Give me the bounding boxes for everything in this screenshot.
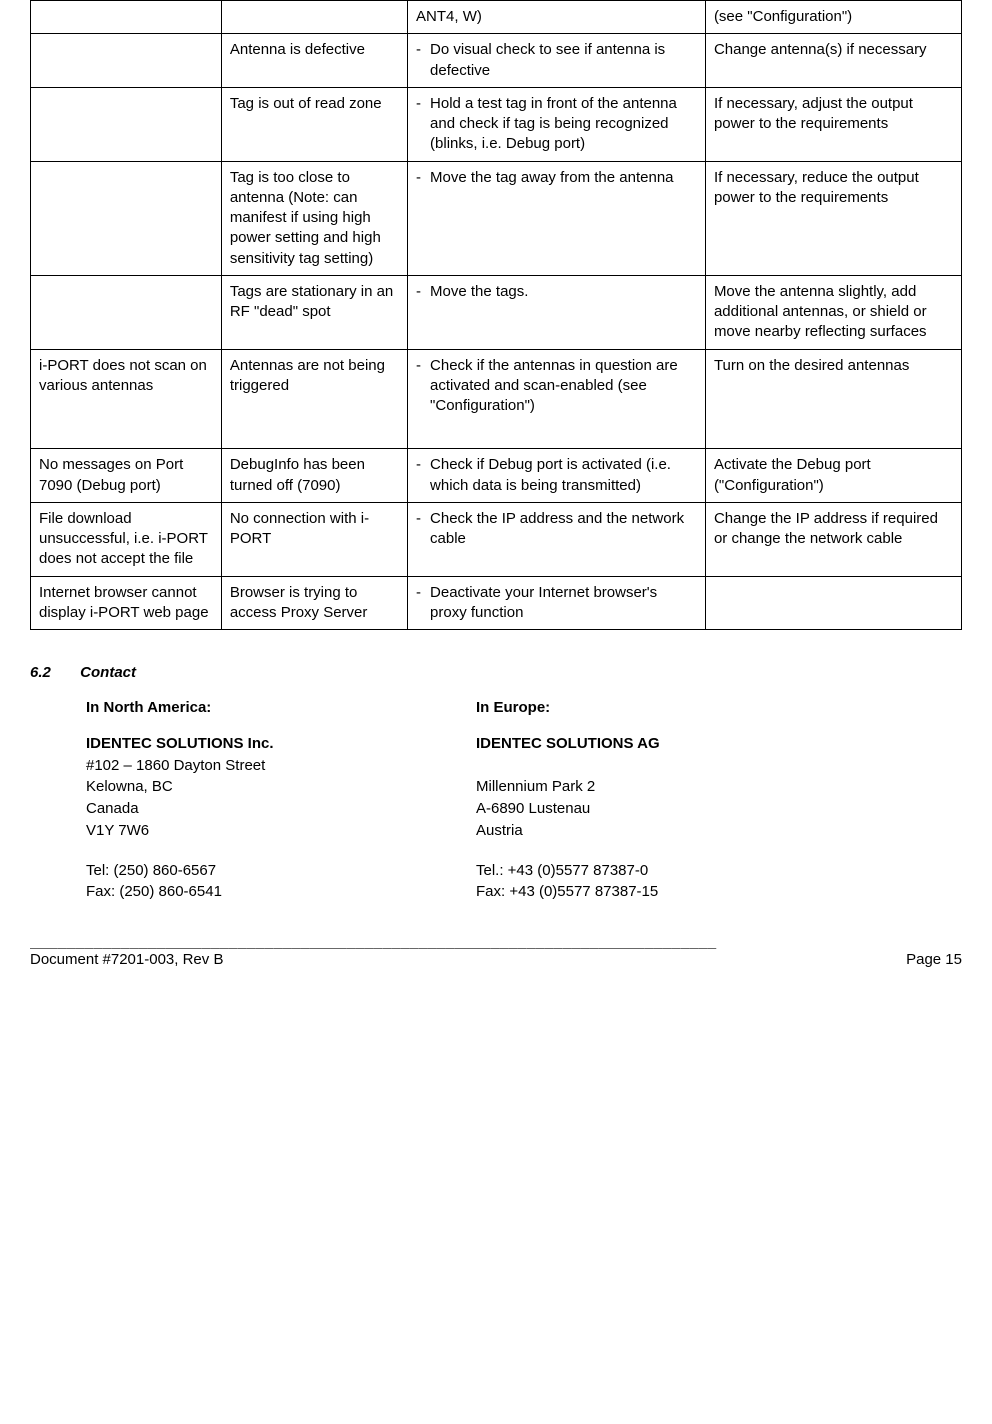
cell-check: -Move the tag away from the antenna: [408, 161, 706, 275]
cell-cause: [221, 1, 407, 34]
bullet-text: Check if Debug port is activated (i.e. w…: [430, 455, 697, 496]
cell-action: If necessary, adjust the output power to…: [705, 87, 961, 161]
cell-check: -Hold a test tag in front of the antenna…: [408, 87, 706, 161]
contact-eu-addr: [476, 755, 866, 777]
cell-problem: [31, 34, 222, 88]
table-row: Antenna is defective-Do visual check to …: [31, 34, 962, 88]
cell-cause: Tag is out of read zone: [221, 87, 407, 161]
cell-problem: No messages on Port 7090 (Debug port): [31, 449, 222, 503]
bullet-text: Move the tag away from the antenna: [430, 168, 697, 188]
cell-cause: Tag is too close to antenna (Note: can m…: [221, 161, 407, 275]
contact-na-addr: Kelowna, BC: [86, 776, 476, 798]
table-row: Internet browser cannot display i-PORT w…: [31, 576, 962, 630]
cell-check: ANT4, W): [408, 1, 706, 34]
cell-cause: DebugInfo has been turned off (7090): [221, 449, 407, 503]
cell-check: -Move the tags.: [408, 275, 706, 349]
cell-action: Change antenna(s) if necessary: [705, 34, 961, 88]
cell-action: If necessary, reduce the output power to…: [705, 161, 961, 275]
bullet-dash: -: [416, 455, 430, 496]
section-heading: 6.2 Contact: [30, 664, 962, 681]
table-row: Tag is out of read zone-Hold a test tag …: [31, 87, 962, 161]
footer-rule: ________________________________________…: [30, 931, 962, 949]
cell-action: Change the IP address if required or cha…: [705, 502, 961, 576]
cell-action: [705, 576, 961, 630]
bullet-dash: -: [416, 94, 430, 155]
bullet-dash: -: [416, 356, 430, 417]
section-number: 6.2: [30, 664, 76, 681]
bullet-dash: -: [416, 583, 430, 624]
cell-check: -Do visual check to see if antenna is de…: [408, 34, 706, 88]
table-row: Tags are stationary in an RF "dead" spot…: [31, 275, 962, 349]
cell-problem: [31, 87, 222, 161]
cell-action: Move the antenna slightly, add additiona…: [705, 275, 961, 349]
contact-eu-addr: A-6890 Lustenau: [476, 798, 866, 820]
contact-na-tel: Tel: (250) 860-6567: [86, 860, 476, 882]
bullet-text: Do visual check to see if antenna is def…: [430, 40, 697, 81]
bullet-dash: -: [416, 282, 430, 302]
cell-check: -Check the IP address and the network ca…: [408, 502, 706, 576]
cell-problem: [31, 161, 222, 275]
bullet-dash: -: [416, 509, 430, 550]
bullet-dash: -: [416, 168, 430, 188]
cell-problem: i-PORT does not scan on various antennas: [31, 349, 222, 449]
section-title: Contact: [80, 664, 136, 681]
contact-eu-tel: Tel.: +43 (0)5577 87387-0: [476, 860, 866, 882]
cell-problem: Internet browser cannot display i-PORT w…: [31, 576, 222, 630]
contact-eu-fax: Fax: +43 (0)5577 87387-15: [476, 881, 866, 903]
contact-na-company: IDENTEC SOLUTIONS Inc.: [86, 733, 476, 755]
footer-page: Page 15: [906, 951, 962, 968]
contact-na: In North America: IDENTEC SOLUTIONS Inc.…: [86, 697, 476, 903]
bullet-dash: -: [416, 40, 430, 81]
contact-eu-header: In Europe:: [476, 697, 866, 719]
contact-na-header: In North America:: [86, 697, 476, 719]
troubleshoot-table: ANT4, W)(see "Configuration")Antenna is …: [30, 0, 962, 630]
cell-cause: Antenna is defective: [221, 34, 407, 88]
table-row: ANT4, W)(see "Configuration"): [31, 1, 962, 34]
cell-check: -Deactivate your Internet browser's prox…: [408, 576, 706, 630]
bullet-text: Move the tags.: [430, 282, 697, 302]
bullet-text: Check if the antennas in question are ac…: [430, 356, 697, 417]
cell-check: -Check if the antennas in question are a…: [408, 349, 706, 449]
contact-eu-addr: Austria: [476, 820, 866, 842]
footer: Document #7201-003, Rev B Page 15: [30, 951, 962, 968]
contact-eu-company: IDENTEC SOLUTIONS AG: [476, 733, 866, 755]
table-row: File download unsuccessful, i.e. i-PORT …: [31, 502, 962, 576]
bullet-text: Check the IP address and the network cab…: [430, 509, 697, 550]
contact-na-addr: Canada: [86, 798, 476, 820]
table-row: No messages on Port 7090 (Debug port)Deb…: [31, 449, 962, 503]
contact-na-addr: #102 – 1860 Dayton Street: [86, 755, 476, 777]
cell-problem: [31, 1, 222, 34]
contact-na-fax: Fax: (250) 860-6541: [86, 881, 476, 903]
contact-eu: In Europe: IDENTEC SOLUTIONS AG Millenni…: [476, 697, 866, 903]
cell-cause: Browser is trying to access Proxy Server: [221, 576, 407, 630]
bullet-text: Hold a test tag in front of the antenna …: [430, 94, 697, 155]
cell-action: Turn on the desired antennas: [705, 349, 961, 449]
cell-action: Activate the Debug port ("Configuration"…: [705, 449, 961, 503]
cell-check: -Check if Debug port is activated (i.e. …: [408, 449, 706, 503]
cell-cause: Tags are stationary in an RF "dead" spot: [221, 275, 407, 349]
cell-action: (see "Configuration"): [705, 1, 961, 34]
contact-na-addr: V1Y 7W6: [86, 820, 476, 842]
cell-cause: Antennas are not being triggered: [221, 349, 407, 449]
table-row: i-PORT does not scan on various antennas…: [31, 349, 962, 449]
contact-block: In North America: IDENTEC SOLUTIONS Inc.…: [86, 697, 962, 903]
cell-problem: [31, 275, 222, 349]
cell-cause: No connection with i-PORT: [221, 502, 407, 576]
footer-doc: Document #7201-003, Rev B: [30, 951, 223, 968]
bullet-text: Deactivate your Internet browser's proxy…: [430, 583, 697, 624]
cell-problem: File download unsuccessful, i.e. i-PORT …: [31, 502, 222, 576]
contact-eu-addr: Millennium Park 2: [476, 776, 866, 798]
table-row: Tag is too close to antenna (Note: can m…: [31, 161, 962, 275]
